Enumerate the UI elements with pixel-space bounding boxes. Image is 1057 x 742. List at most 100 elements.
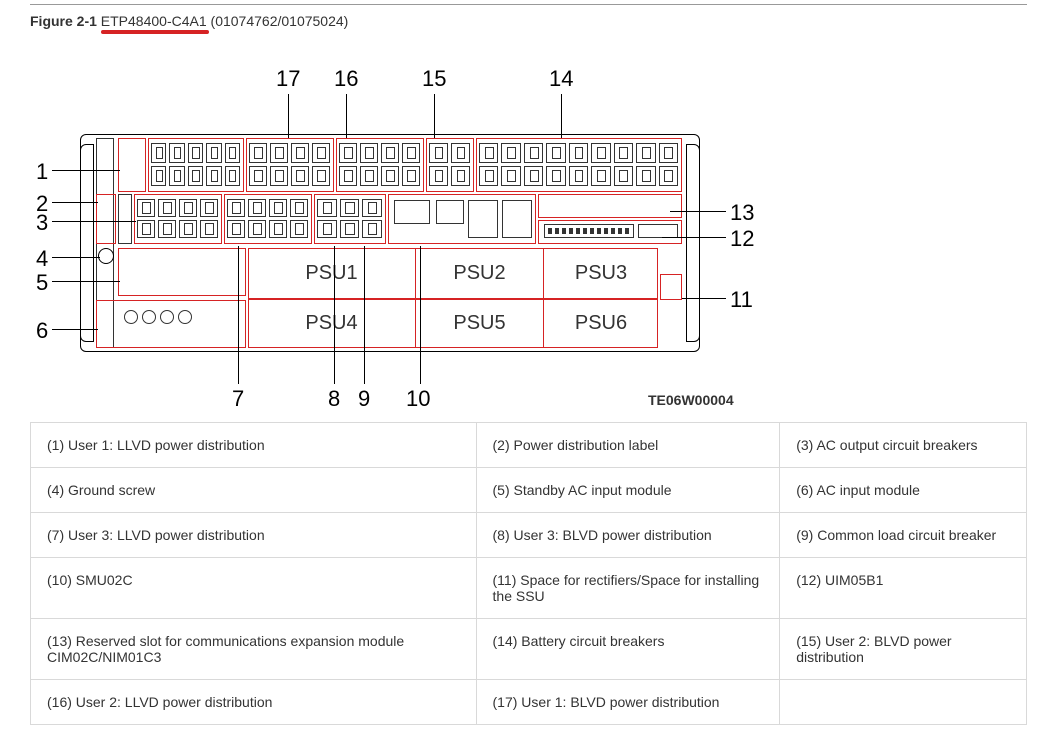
legend-cell: (13) Reserved slot for communications ex… — [31, 619, 477, 680]
breaker-toggle — [163, 223, 171, 235]
breaker-toggle — [435, 170, 444, 183]
breaker-toggle — [323, 202, 332, 214]
breaker-toggle — [275, 170, 283, 183]
legend-cell: (12) UIM05B1 — [780, 558, 1027, 619]
legend-cell: (17) User 1: BLVD power distribution — [476, 680, 780, 725]
breaker-toggle — [344, 170, 352, 183]
breaker-toggle — [205, 223, 213, 235]
breaker-toggle — [275, 147, 283, 160]
legend-cell: (8) User 3: BLVD power distribution — [476, 513, 780, 558]
breaker-toggle — [575, 170, 584, 183]
breaker-toggle — [345, 202, 354, 214]
legend-cell: (4) Ground screw — [31, 468, 477, 513]
breaker-toggle — [485, 147, 494, 160]
figure-model: ETP48400-C4A1 (01074762/01075024) — [97, 13, 348, 29]
uim-pin — [590, 228, 594, 234]
breaker-toggle — [507, 170, 516, 183]
figure-caption: Figure 2-1 ETP48400-C4A1 (01074762/01075… — [30, 13, 1027, 29]
legend-cell: (6) AC input module — [780, 468, 1027, 513]
breaker-toggle — [254, 147, 262, 160]
breaker-toggle — [386, 170, 394, 183]
page: Figure 2-1 ETP48400-C4A1 (01074762/01075… — [0, 4, 1057, 725]
breaker-toggle — [642, 170, 651, 183]
red-underline — [101, 30, 209, 34]
breaker-toggle — [192, 170, 199, 183]
breaker-toggle — [597, 147, 606, 160]
legend-cell: (3) AC output circuit breakers — [780, 423, 1027, 468]
breaker-toggle — [254, 170, 262, 183]
legend-cell: (2) Power distribution label — [476, 423, 780, 468]
breaker-toggle — [597, 170, 606, 183]
legend-cell: (5) Standby AC input module — [476, 468, 780, 513]
breaker-toggle — [619, 147, 628, 160]
breaker-toggle — [156, 170, 163, 183]
uim-pin — [562, 228, 566, 234]
breaker-toggle — [507, 147, 516, 160]
uim-pin — [583, 228, 587, 234]
legend-table: (1) User 1: LLVD power distribution(2) P… — [30, 422, 1027, 725]
uim-pin — [548, 228, 552, 234]
table-row: (13) Reserved slot for communications ex… — [31, 619, 1027, 680]
breaker-toggle — [530, 147, 539, 160]
uim-pin — [604, 228, 608, 234]
breaker-toggle — [407, 147, 415, 160]
breaker-toggle — [619, 170, 628, 183]
legend-cell: (1) User 1: LLVD power distribution — [31, 423, 477, 468]
table-row: (10) SMU02C(11) Space for rectifiers/Spa… — [31, 558, 1027, 619]
top-rule — [30, 4, 1027, 5]
breaker-toggle — [296, 170, 304, 183]
legend-cell: (7) User 3: LLVD power distribution — [31, 513, 477, 558]
breaker-toggle — [274, 202, 282, 214]
breaker-toggle — [192, 147, 199, 160]
uim-pin — [576, 228, 580, 234]
breaker-toggle — [156, 147, 163, 160]
uim-pin — [597, 228, 601, 234]
uim-pin — [618, 228, 622, 234]
legend-cell: (16) User 2: LLVD power distribution — [31, 680, 477, 725]
breaker-toggle — [211, 170, 218, 183]
breaker-toggle — [142, 223, 150, 235]
table-row: (1) User 1: LLVD power distribution(2) P… — [31, 423, 1027, 468]
breaker-toggle — [205, 202, 213, 214]
uim-pin — [569, 228, 573, 234]
breaker-toggle — [323, 223, 332, 235]
legend-cell: (10) SMU02C — [31, 558, 477, 619]
breaker-toggle — [163, 202, 171, 214]
uim-pin — [625, 228, 629, 234]
breaker-toggle — [184, 202, 192, 214]
breaker-toggle — [184, 223, 192, 235]
figure-prefix: Figure 2-1 — [30, 13, 97, 29]
legend-body: (1) User 1: LLVD power distribution(2) P… — [31, 423, 1027, 725]
breaker-toggle — [274, 223, 282, 235]
breaker-toggle — [142, 202, 150, 214]
breaker-toggle — [552, 147, 561, 160]
breaker-toggle — [295, 223, 303, 235]
legend-cell: (15) User 2: BLVD power distribution — [780, 619, 1027, 680]
table-row: (7) User 3: LLVD power distribution(8) U… — [31, 513, 1027, 558]
breaker-toggle — [368, 202, 377, 214]
breaker-toggle — [664, 147, 673, 160]
breaker-toggle — [552, 170, 561, 183]
breaker-toggle — [253, 202, 261, 214]
breaker-layer — [30, 42, 1027, 412]
breaker-toggle — [368, 223, 377, 235]
breaker-toggle — [174, 147, 181, 160]
breaker-toggle — [232, 223, 240, 235]
breaker-toggle — [229, 170, 236, 183]
breaker-toggle — [295, 202, 303, 214]
breaker-toggle — [642, 147, 651, 160]
legend-cell: (11) Space for rectifiers/Space for inst… — [476, 558, 780, 619]
table-row: (16) User 2: LLVD power distribution(17)… — [31, 680, 1027, 725]
breaker-toggle — [253, 223, 261, 235]
breaker-toggle — [365, 170, 373, 183]
breaker-toggle — [457, 170, 466, 183]
breaker-toggle — [386, 147, 394, 160]
breaker-toggle — [211, 147, 218, 160]
breaker-toggle — [174, 170, 181, 183]
breaker-toggle — [345, 223, 354, 235]
breaker-toggle — [530, 170, 539, 183]
breaker-toggle — [296, 147, 304, 160]
breaker-toggle — [317, 147, 325, 160]
breaker-toggle — [232, 202, 240, 214]
breaker-toggle — [435, 147, 444, 160]
